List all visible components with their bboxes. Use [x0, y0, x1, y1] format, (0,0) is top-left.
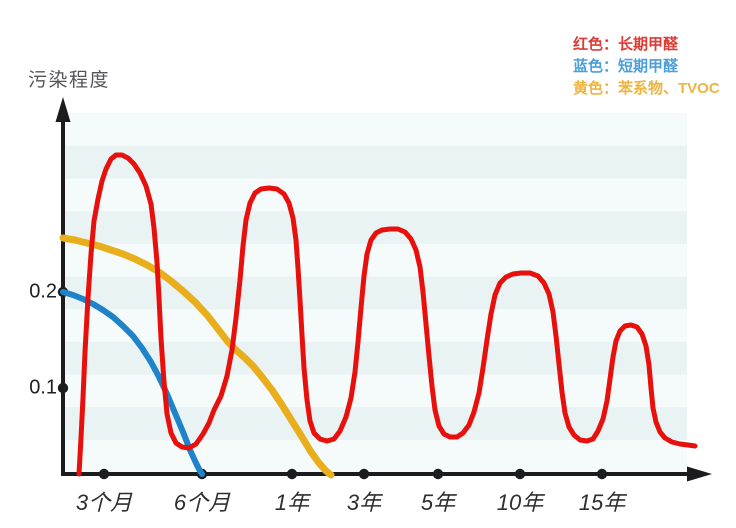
y-tick-dot	[57, 382, 69, 394]
x-axis-arrow-icon	[687, 466, 712, 482]
x-tick-dot	[596, 468, 608, 480]
x-tick-dot	[358, 468, 370, 480]
tick-dots	[57, 286, 608, 480]
line-short-term-formaldehyde	[60, 289, 205, 477]
legend: 红色：长期甲醛 蓝色：短期甲醛 黄色：苯系物、TVOC	[573, 34, 720, 100]
y-tick-label: 0.1	[29, 376, 57, 399]
x-tick-label: 3年	[346, 490, 382, 515]
x-tick-label: 10年	[496, 490, 544, 515]
y-axis-arrow-icon	[55, 97, 71, 122]
plot-stripes	[65, 113, 687, 473]
x-tick-label: 5年	[420, 490, 456, 515]
legend-item-blue: 蓝色：短期甲醛	[573, 58, 679, 75]
x-tick-dot	[514, 468, 526, 480]
x-tick-label: 15年	[578, 490, 626, 515]
line-benzene-tvoc	[59, 234, 335, 479]
x-tick-dot	[286, 468, 298, 480]
x-tick-label: 3个月	[75, 490, 133, 515]
legend-item-yellow: 黄色：苯系物、TVOC	[573, 80, 720, 97]
x-tick-dot	[98, 468, 110, 480]
x-tick-label: 6个月	[173, 490, 231, 515]
x-tick-label: 1年	[274, 490, 310, 515]
y-tick-label: 0.2	[29, 280, 57, 303]
y-axis-title: 污染程度	[28, 70, 111, 91]
line-long-term-formaldehyde	[76, 152, 698, 477]
legend-item-red: 红色：长期甲醛	[573, 36, 679, 53]
x-tick-dot	[432, 468, 444, 480]
